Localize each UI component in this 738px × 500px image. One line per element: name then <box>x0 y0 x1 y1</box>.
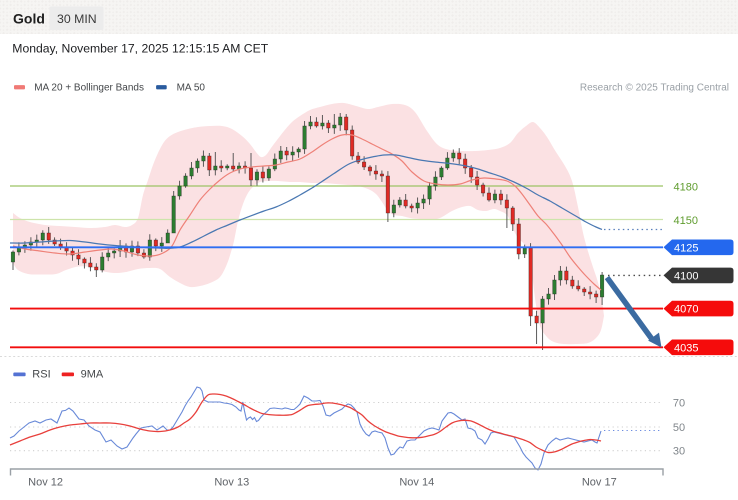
svg-text:4150: 4150 <box>674 215 698 227</box>
svg-text:MA 50: MA 50 <box>177 83 206 94</box>
svg-text:Nov 17: Nov 17 <box>582 477 617 489</box>
svg-text:Nov 12: Nov 12 <box>28 477 63 489</box>
svg-text:4100: 4100 <box>674 270 698 282</box>
svg-text:4070: 4070 <box>674 304 698 316</box>
svg-text:50: 50 <box>673 422 685 434</box>
svg-text:30: 30 <box>673 446 685 458</box>
svg-text:4125: 4125 <box>674 242 698 254</box>
svg-text:4180: 4180 <box>674 182 698 194</box>
svg-text:9MA: 9MA <box>81 368 104 380</box>
svg-text:70: 70 <box>673 398 685 410</box>
svg-text:Research © 2025 Trading Centra: Research © 2025 Trading Central <box>580 83 729 94</box>
svg-text:Nov 13: Nov 13 <box>214 477 249 489</box>
svg-text:RSI: RSI <box>32 368 50 380</box>
svg-text:Nov 14: Nov 14 <box>399 477 434 489</box>
svg-text:MA 20 + Bollinger Bands: MA 20 + Bollinger Bands <box>34 83 144 94</box>
svg-text:Monday, November 17, 2025 12:1: Monday, November 17, 2025 12:15:15 AM CE… <box>12 42 268 56</box>
svg-text:Gold: Gold <box>13 10 45 26</box>
svg-text:4035: 4035 <box>674 342 698 354</box>
svg-text:30 MIN: 30 MIN <box>57 12 97 26</box>
